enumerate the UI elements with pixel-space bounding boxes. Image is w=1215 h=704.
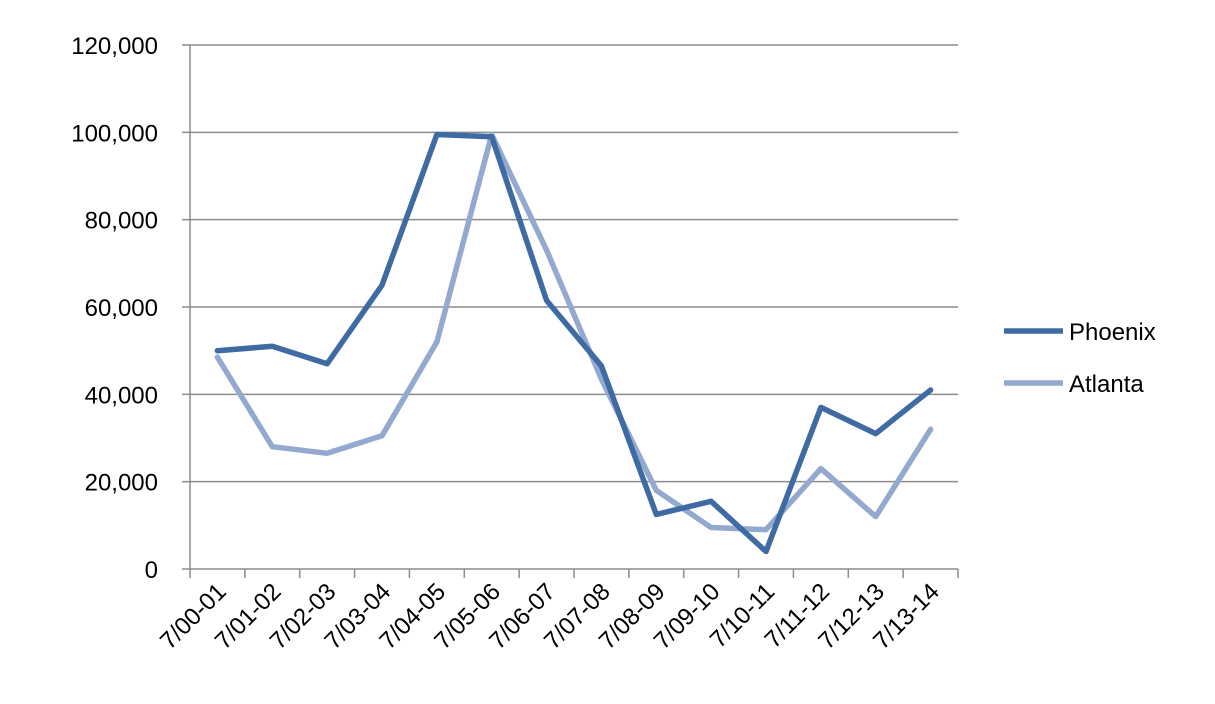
axes [182,44,959,578]
x-tick-labels: 7/00-017/01-027/02-037/03-047/04-057/05-… [155,578,945,655]
legend: Phoenix Atlanta [1004,319,1156,398]
y-tick-label: 20,000 [85,470,158,497]
y-tick-label: 80,000 [85,208,158,235]
y-tick-label: 60,000 [85,295,158,322]
y-tick-label: 40,000 [85,382,158,409]
y-tick-label: 120,000 [71,33,158,60]
series-line-phoenix [214,131,934,555]
y-tick-label: 100,000 [71,120,158,147]
series-line-atlanta [214,131,934,533]
legend-label-atlanta: Atlanta [1069,371,1144,398]
legend-label-phoenix: Phoenix [1069,319,1156,346]
series-lines [214,131,934,555]
y-tick-labels: 0 20,000 40,000 60,000 80,000 100,000 120,000 [71,33,158,584]
y-tick-label: 0 [145,557,158,584]
gridlines [190,44,958,483]
